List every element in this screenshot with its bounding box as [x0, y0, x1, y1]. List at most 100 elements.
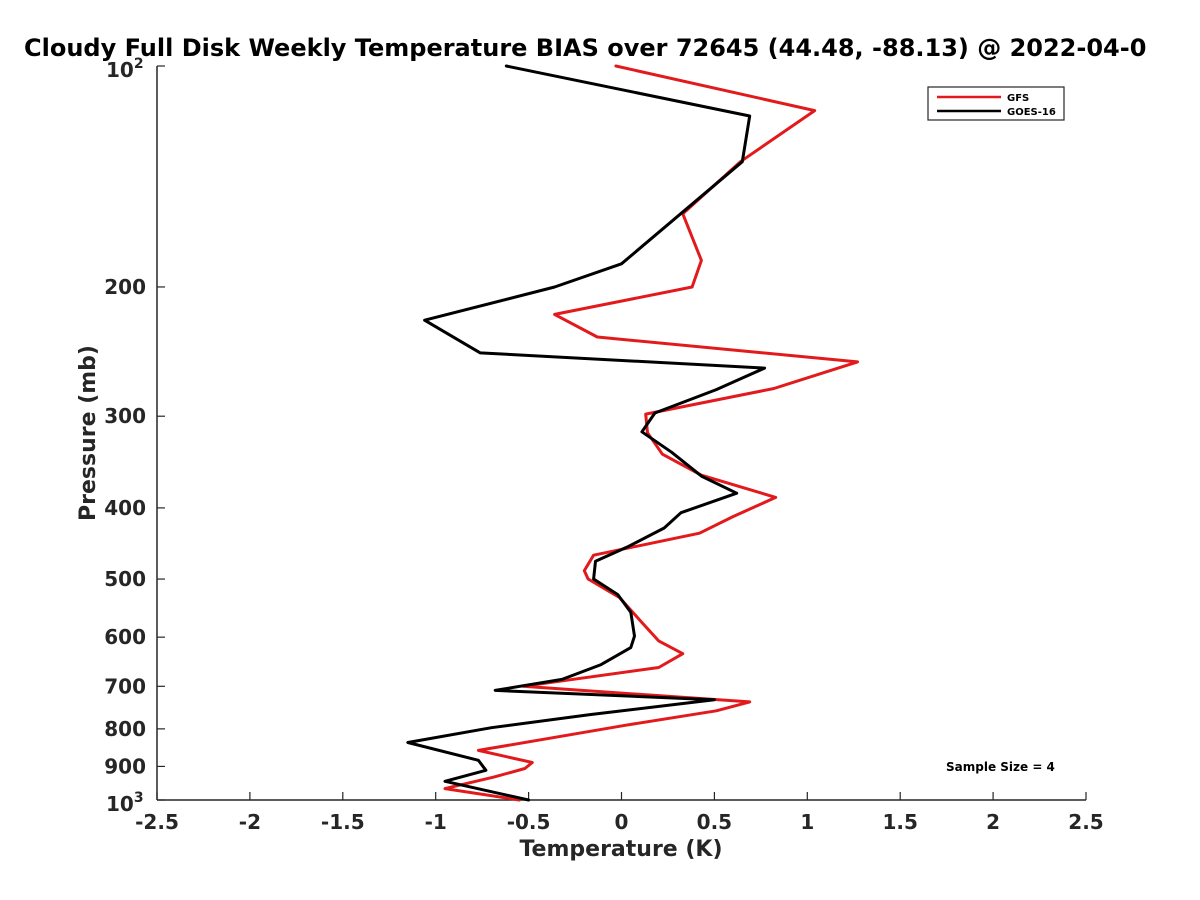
x-tick-label: 1.5	[882, 810, 917, 834]
legend-label: GOES-16	[1007, 107, 1056, 118]
y-tick-label: 400	[104, 496, 146, 520]
y-tick-label: 800	[104, 717, 146, 741]
sample-size-annotation: Sample Size = 4	[946, 760, 1055, 774]
data-point	[407, 741, 409, 744]
x-ticks: -2.5 -2 -1.5 -1 -0.5 0 0.5 1 1.5 2 2.5	[135, 792, 1104, 834]
x-tick-label: -2.5	[135, 810, 179, 834]
data-point	[553, 313, 556, 316]
y-tick-base: 10	[106, 792, 134, 816]
data-point	[735, 492, 738, 495]
data-point	[624, 724, 626, 727]
data-point	[553, 286, 556, 288]
data-point	[680, 511, 682, 514]
data-point	[617, 593, 619, 596]
data-point	[700, 259, 703, 262]
data-point	[561, 678, 563, 681]
y-axis-label: Pressure (mb)	[76, 345, 101, 521]
data-point	[633, 635, 636, 637]
data-point	[600, 663, 602, 666]
data-point	[444, 787, 446, 790]
y-tick-label: 600	[104, 625, 146, 649]
data-point	[657, 640, 660, 642]
data-point	[615, 65, 617, 67]
data-point	[531, 761, 534, 764]
data-point	[477, 759, 480, 762]
data-point	[444, 780, 446, 783]
x-tick-label: -1	[425, 810, 447, 834]
data-point	[423, 319, 426, 322]
data-point	[813, 109, 816, 112]
data-point	[698, 532, 701, 534]
data-point	[856, 361, 859, 363]
data-point	[763, 367, 766, 369]
x-tick-label: 0	[615, 810, 629, 834]
data-point	[589, 713, 591, 716]
data-point	[596, 336, 599, 338]
data-point	[774, 496, 777, 499]
data-point	[773, 387, 775, 390]
data-point	[518, 799, 521, 801]
y-tick-label: 700	[104, 674, 146, 698]
data-point	[479, 352, 482, 354]
data-point	[592, 578, 595, 580]
data-point	[715, 388, 718, 391]
x-tick-label: 0.5	[697, 810, 732, 834]
data-point	[646, 432, 649, 434]
series-line-1	[406, 64, 767, 802]
data-point	[492, 776, 495, 778]
data-point	[527, 799, 530, 801]
x-tick-label: 2.5	[1068, 810, 1103, 834]
x-tick-label: -1.5	[321, 810, 365, 834]
legend-label: GFS	[1007, 93, 1029, 104]
legend-entries: GFS GOES-16	[937, 93, 1056, 118]
data-point	[620, 263, 623, 265]
y-tick-base: 10	[106, 58, 134, 82]
data-point	[661, 453, 664, 456]
data-point	[732, 515, 734, 518]
data-point	[583, 569, 586, 572]
data-point	[628, 545, 630, 547]
y-tick-label: 300	[104, 404, 146, 428]
x-tick-label: 2	[986, 810, 1000, 834]
x-tick-label: -2	[239, 810, 261, 834]
data-point	[657, 666, 660, 669]
data-point	[663, 527, 665, 529]
data-point	[630, 611, 632, 614]
data-point	[641, 621, 643, 624]
y-tick-label: 500	[104, 567, 146, 591]
y-tick-label: 103	[106, 790, 144, 816]
legend: GFS GOES-16	[927, 86, 1065, 121]
data-point	[485, 769, 487, 772]
y-tick-exponent: 3	[134, 790, 144, 806]
data-point	[654, 412, 656, 414]
data-point	[670, 451, 673, 454]
data-point	[700, 475, 703, 477]
data-point	[691, 286, 693, 288]
data-point	[644, 413, 647, 415]
data-point	[630, 646, 632, 649]
series-layer	[406, 64, 859, 802]
x-tick-label: -0.5	[507, 810, 551, 834]
x-axis-label: Temperature (K)	[519, 837, 722, 862]
y-tick-label: 102	[106, 56, 144, 82]
data-point	[682, 652, 684, 655]
y-tick-label: 900	[104, 754, 146, 778]
data-point	[592, 554, 595, 556]
data-point	[713, 698, 716, 701]
data-point	[748, 701, 751, 703]
legend-box	[927, 86, 1065, 121]
x-tick-label: 1	[800, 810, 814, 834]
data-point	[477, 749, 480, 752]
data-point	[594, 560, 597, 563]
y-tick-exponent: 2	[134, 56, 144, 72]
data-point	[524, 767, 526, 770]
data-point	[748, 115, 751, 117]
data-point	[494, 689, 497, 692]
data-point	[505, 65, 508, 67]
data-point	[641, 431, 643, 433]
chart-title: Cloudy Full Disk Weekly Temperature BIAS…	[24, 34, 1146, 62]
data-point	[587, 578, 589, 580]
